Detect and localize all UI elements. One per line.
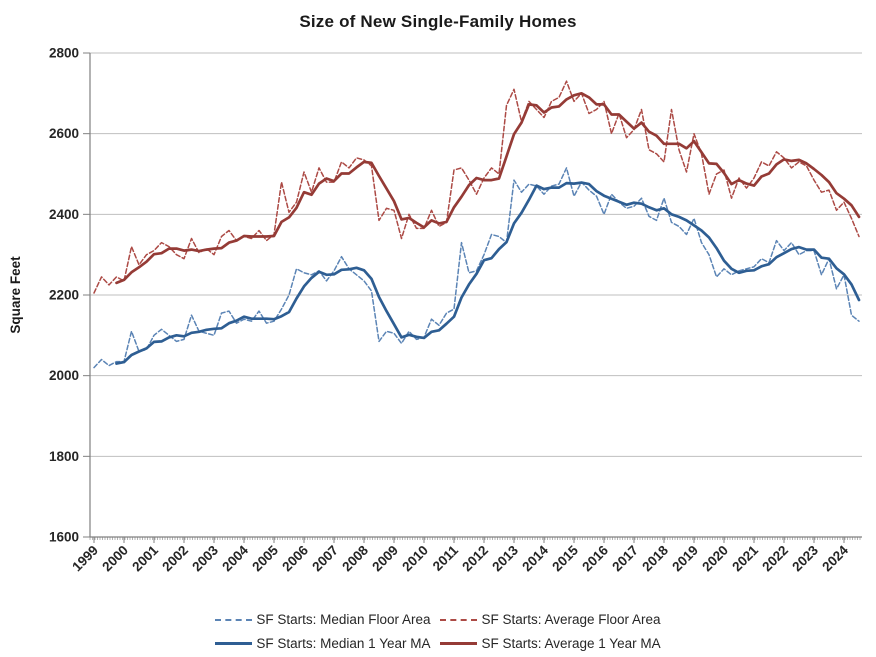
x-tick-label: 2017 xyxy=(609,543,641,575)
y-tick-label: 2800 xyxy=(49,46,79,61)
x-tick-label: 2021 xyxy=(729,542,761,574)
legend-row: SF Starts: Median 1 Year MA SF Starts: Av… xyxy=(215,636,661,651)
solid-line-swatch xyxy=(440,642,478,645)
legend-item: SF Starts: Average Floor Area xyxy=(440,612,661,627)
series-line-median-ma xyxy=(115,181,861,365)
solid-line-swatch xyxy=(215,642,253,645)
dashed-line-swatch xyxy=(215,618,253,621)
x-tick-label: 2001 xyxy=(129,542,161,574)
x-tick-label: 2014 xyxy=(519,542,551,574)
x-tick-label: 2023 xyxy=(789,542,821,574)
x-tick-label: 2011 xyxy=(430,542,462,574)
x-tick-label: 2007 xyxy=(309,543,341,575)
legend-label: SF Starts: Median 1 Year MA xyxy=(256,636,431,651)
legend: SF Starts: Median Floor Area SF Starts: A… xyxy=(0,612,876,651)
x-tick-label: 2000 xyxy=(99,543,131,575)
legend-label: SF Starts: Median Floor Area xyxy=(256,612,431,627)
legend-row: SF Starts: Median Floor Area SF Starts: A… xyxy=(215,612,661,627)
legend-label: SF Starts: Average 1 Year MA xyxy=(481,636,661,651)
y-tick-label: 1800 xyxy=(49,449,79,464)
x-tick-label: 2012 xyxy=(459,543,491,575)
y-tick-label: 2400 xyxy=(49,207,79,222)
y-tick-label: 1600 xyxy=(49,530,79,545)
x-tick-label: 2010 xyxy=(399,543,431,575)
x-tick-label: 2020 xyxy=(699,543,731,575)
x-tick-label: 2005 xyxy=(249,542,281,574)
y-axis-label: Square Feet xyxy=(8,256,23,334)
x-tick-label: 2006 xyxy=(279,542,311,574)
legend-item: SF Starts: Median Floor Area xyxy=(215,612,430,627)
x-tick-label: 2004 xyxy=(219,542,251,574)
series-line-median-quarterly xyxy=(93,167,860,369)
x-tick-label: 2022 xyxy=(759,543,791,575)
legend-item: SF Starts: Median 1 Year MA xyxy=(215,636,430,651)
x-tick-label: 2003 xyxy=(189,542,221,574)
x-tick-label: 2019 xyxy=(669,543,701,575)
x-tick-label: 2018 xyxy=(639,542,671,574)
dashed-line-swatch xyxy=(440,618,478,621)
x-tick-label: 2016 xyxy=(579,542,611,574)
series-line-average-quarterly xyxy=(93,80,860,294)
x-tick-label: 2008 xyxy=(339,542,371,574)
y-tick-label: 2000 xyxy=(49,368,79,383)
chart-title: Size of New Single-Family Homes xyxy=(299,12,577,31)
x-tick-label: 1999 xyxy=(69,543,101,575)
x-tick-label: 2024 xyxy=(819,542,851,574)
series-line-average-ma xyxy=(115,91,861,285)
y-tick-label: 2200 xyxy=(49,288,79,303)
legend-label: SF Starts: Average Floor Area xyxy=(481,612,661,627)
x-tick-label: 2002 xyxy=(159,543,191,575)
x-tick-label: 2009 xyxy=(369,543,401,575)
y-tick-label: 2600 xyxy=(49,126,79,141)
legend-item: SF Starts: Average 1 Year MA xyxy=(440,636,661,651)
x-tick-label: 2013 xyxy=(489,542,521,574)
x-tick-label: 2015 xyxy=(549,542,581,574)
